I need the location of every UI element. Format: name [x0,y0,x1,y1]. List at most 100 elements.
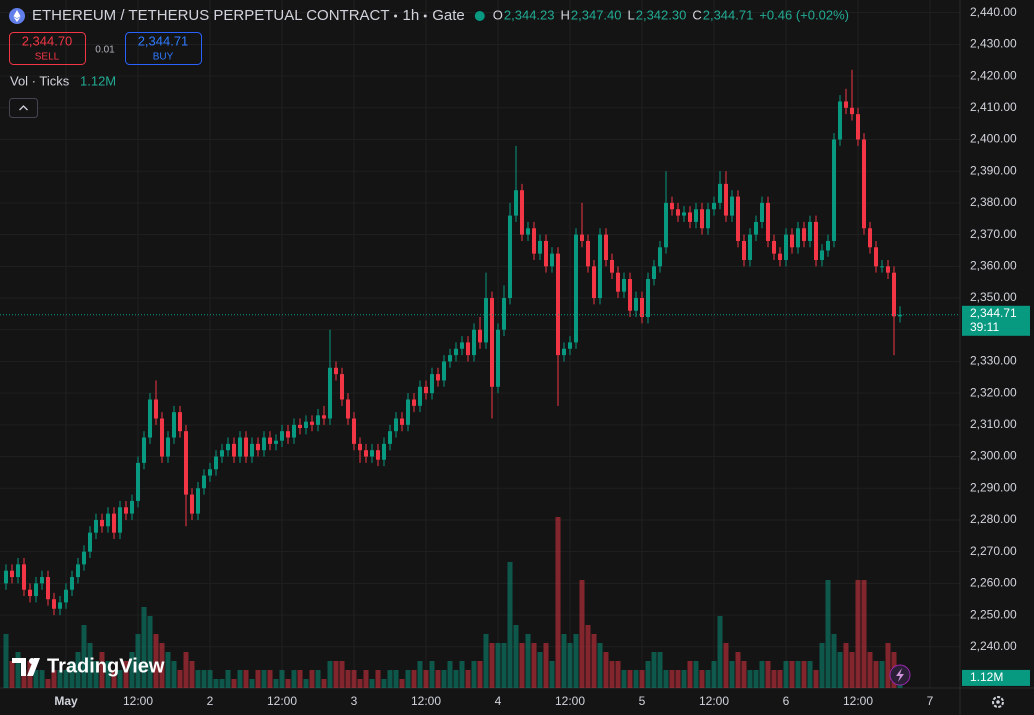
candle-body [52,599,56,609]
candle-body [286,431,290,438]
volume-bar [309,670,315,688]
change: +0.46 (+0.02%) [759,7,849,22]
candle-body [574,234,578,343]
collapse-button[interactable] [9,98,38,118]
candle-body [640,298,644,318]
y-tick-label: 2,440.00 [970,5,1017,19]
candle-body [568,342,572,349]
settings-dot [996,700,1000,704]
sell-price: 2,344.70 [22,33,73,48]
volume-bar [243,670,249,688]
eth-glyph [13,10,21,22]
volume-legend[interactable]: Vol · Ticks [10,73,70,88]
chart-title[interactable]: ETHEREUM / TETHERUS PERPETUAL CONTRACT [32,7,390,24]
volume-bar [237,670,243,688]
candle-body [784,234,788,260]
y-tick-label: 2,240.00 [970,639,1017,653]
y-tick-label: 2,320.00 [970,385,1017,399]
y-tick-label: 2,400.00 [970,132,1017,146]
candle-body [502,298,506,330]
candle-body [436,374,440,381]
candle-body [292,424,296,438]
candle-body [208,469,212,476]
candle-body [4,570,8,584]
candle-body [22,564,26,590]
volume-bar [741,661,747,688]
candle-body [496,329,500,387]
candle-body [202,475,206,489]
volume-bar [843,643,849,688]
volume-bar [693,661,699,688]
candle-body [154,399,158,419]
volume-bar [435,670,441,688]
volume-bar [663,670,669,688]
volume-bar [519,643,525,688]
sell-button[interactable] [9,32,86,65]
ohlc-key: L [628,7,635,22]
x-tick-label: 4 [495,694,502,708]
candle-body [136,462,140,501]
volume-bar [351,670,357,688]
y-tick-label: 2,390.00 [970,163,1017,177]
volume-bar [561,634,567,688]
candle-body [850,107,854,115]
volume-bar [111,670,117,688]
candle-body [550,253,554,267]
candle-body [418,386,422,406]
volume-bar [717,616,723,688]
volume-bar [33,670,39,688]
candle-body [856,114,860,140]
candle-body [484,298,488,343]
volume-bar [831,634,837,688]
brand-name[interactable]: TradingView [47,655,165,677]
candle-body [454,348,458,356]
volume-bar [183,652,189,688]
ohlc-value: 2,342.30 [636,7,687,22]
x-tick-label: 12:00 [843,694,873,708]
candle-body [658,247,662,267]
volume-pane [3,517,903,688]
candle-body [790,234,794,248]
candle-body [274,440,278,444]
candle-body [604,234,608,260]
volume-bar [783,661,789,688]
volume-bar [207,670,213,688]
volume-bar [249,679,255,688]
volume-bar [129,652,135,688]
volume-bar [345,670,351,688]
y-tick-label: 2,380.00 [970,195,1017,209]
candle-body [268,437,272,444]
price-tag [962,305,1030,336]
candle-body [892,272,896,317]
candle-body [754,221,758,235]
candle-body [634,298,638,311]
candle-body [700,209,704,229]
buy-label: BUY [153,52,174,63]
candle-body [688,212,692,222]
x-tick-label: 12:00 [123,694,153,708]
y-tick-label: 2,360.00 [970,258,1017,272]
candle-body [622,279,626,292]
volume-bar [597,643,603,688]
settings-button[interactable] [992,696,1004,708]
candle-body [322,415,326,419]
interval[interactable]: 1h [403,7,420,24]
candle-body [460,342,464,349]
y-tick-label: 2,280.00 [970,512,1017,526]
candle-body [742,240,746,260]
volume-bar [537,652,543,688]
candle-body [382,443,386,460]
volume-bar [489,643,495,688]
candle-body [616,272,620,292]
exchange: Gate [432,7,465,24]
volume-bar [255,670,261,688]
candle-body [304,421,308,429]
market-status[interactable] [474,11,485,21]
candle-body [100,519,104,527]
volume-bar [513,625,519,688]
volume-bar [99,652,105,688]
buy-button[interactable] [125,32,202,65]
candle-body [586,240,590,267]
candle-body [316,415,320,425]
candle-body [862,139,866,229]
